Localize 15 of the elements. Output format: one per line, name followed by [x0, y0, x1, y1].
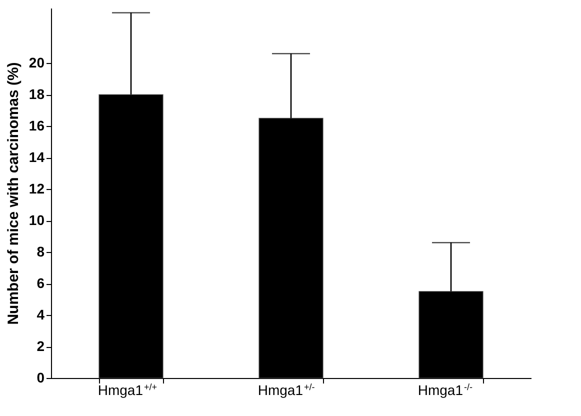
y-tick-label: 10	[28, 212, 45, 228]
y-tick-label: 8	[36, 244, 45, 260]
y-tick-label: 18	[28, 86, 45, 102]
y-tick-label: 16	[28, 118, 45, 134]
category-label: Hmga1-/-	[418, 382, 472, 398]
category-label: Hmga1+/+	[98, 382, 158, 398]
y-axis-title: Number of mice with carcinomas (%)	[4, 62, 22, 325]
y-tick-label: 20	[28, 54, 45, 71]
y-tick-label: 4	[36, 306, 45, 323]
y-tick-label: 6	[36, 275, 45, 292]
y-tick-label: 0	[36, 370, 45, 386]
category-label: Hmga1+/-	[258, 382, 315, 398]
y-tick-label: 12	[28, 180, 45, 197]
y-tick-label: 14	[28, 149, 45, 166]
y-tick-label: 2	[36, 338, 45, 354]
